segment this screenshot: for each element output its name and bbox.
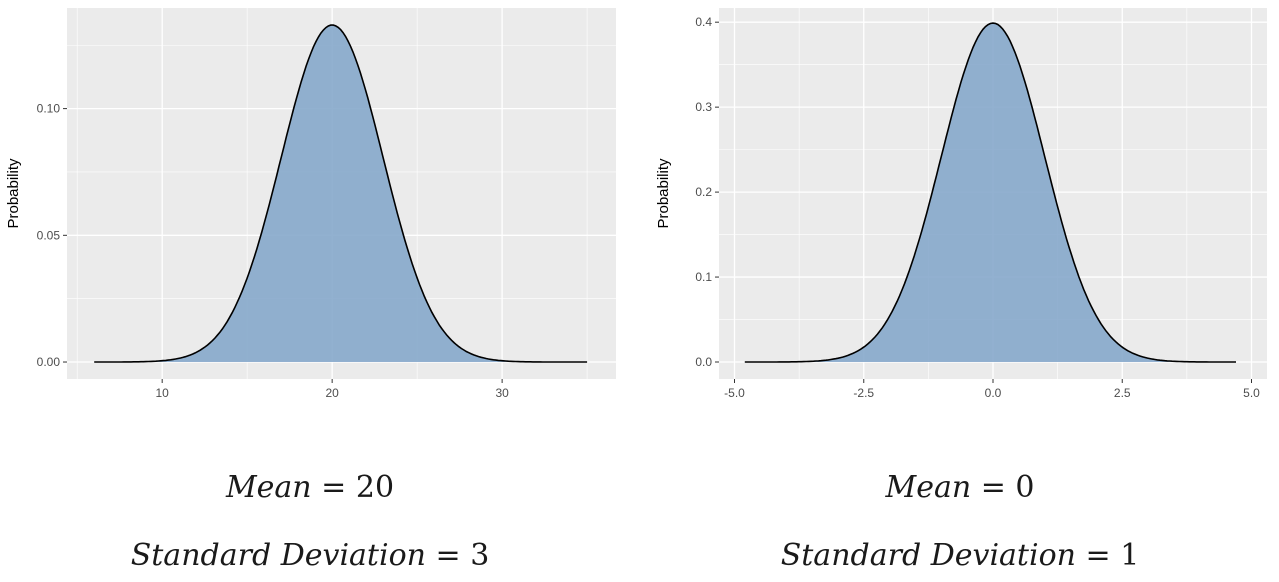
- mean-label: Mean: [885, 470, 972, 505]
- x-tick-label: 10: [156, 386, 170, 400]
- x-tick-label: -5.0: [724, 386, 745, 400]
- y-tick-label: 0.1: [695, 270, 712, 284]
- x-tick-label: -2.5: [853, 386, 874, 400]
- chart-right: -5.0 -2.5 0.0 2.5 5.0 0.0 0.1 0.2 0.3 0.4 Probabil…: [655, 8, 1267, 400]
- x-tick-label: 30: [495, 386, 509, 400]
- density-line: [744, 22, 1236, 363]
- caption-right-sd: Standard Deviation = 1: [780, 538, 1140, 573]
- caption-left-mean: Mean = 20: [225, 470, 395, 505]
- y-axis-title: Probability: [655, 158, 672, 229]
- caption-right-mean: Mean = 0: [885, 470, 1035, 505]
- y-axis-title: Probability: [5, 158, 22, 229]
- y-tick-label: 0.10: [37, 102, 61, 116]
- sd-label: Standard Deviation: [130, 538, 426, 573]
- y-tick-label: 0.05: [37, 228, 61, 242]
- density-area: [94, 25, 588, 362]
- y-tick-label: 0.3: [695, 100, 712, 114]
- caption-left-sd: Standard Deviation = 3: [130, 538, 490, 573]
- x-tick-label: 2.5: [1114, 386, 1131, 400]
- x-tick-label: 20: [325, 386, 339, 400]
- x-tick-label: 0.0: [985, 386, 1002, 400]
- y-tick-label: 0.0: [695, 355, 712, 369]
- y-tick-label: 0.00: [37, 355, 61, 369]
- mean-label: Mean: [225, 470, 312, 505]
- sd-label: Standard Deviation: [780, 538, 1076, 573]
- y-tick-label: 0.4: [695, 15, 712, 29]
- sd-value: 1: [1120, 538, 1140, 573]
- mean-value: 20: [355, 470, 395, 505]
- chart-left: 10 20 30 0.00 0.05 0.10 Probability: [5, 8, 616, 400]
- mean-value: 0: [1015, 470, 1035, 505]
- density-line: [94, 24, 588, 363]
- x-tick-label: 5.0: [1243, 386, 1260, 400]
- y-tick-label: 0.2: [695, 185, 712, 199]
- sd-value: 3: [470, 538, 490, 573]
- density-area: [744, 23, 1236, 362]
